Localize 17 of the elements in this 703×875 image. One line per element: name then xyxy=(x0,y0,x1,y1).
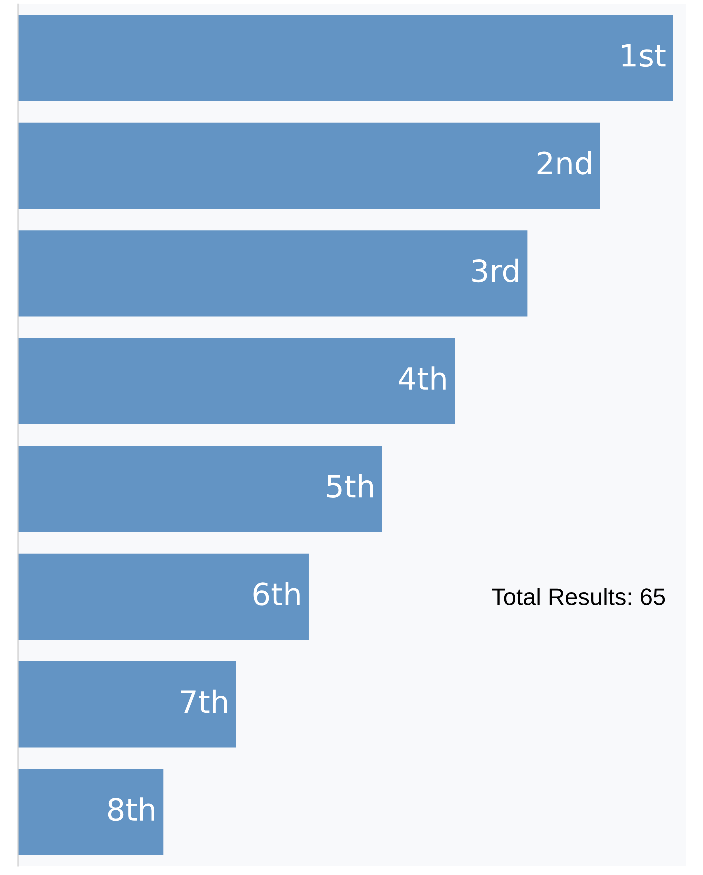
bar xyxy=(18,769,164,856)
y-tick-label: 7th xyxy=(181,690,228,714)
y-tick-label: 2nd xyxy=(538,151,592,175)
bar xyxy=(18,662,236,748)
bar xyxy=(18,15,674,102)
y-tick-label: 5th xyxy=(327,474,374,498)
y-tick-label: 1st xyxy=(622,44,666,68)
y-tick-label: 3rd xyxy=(472,258,518,283)
bar xyxy=(18,554,309,640)
annotation: Total Results: 65 xyxy=(492,588,666,606)
y-tick-label: 6th xyxy=(254,582,300,606)
y-tick-label: 4th xyxy=(399,366,446,390)
y-tick-label: 8th xyxy=(108,798,154,822)
bar xyxy=(18,338,455,425)
bar xyxy=(18,230,528,317)
bar xyxy=(18,446,382,532)
bar xyxy=(18,122,600,210)
